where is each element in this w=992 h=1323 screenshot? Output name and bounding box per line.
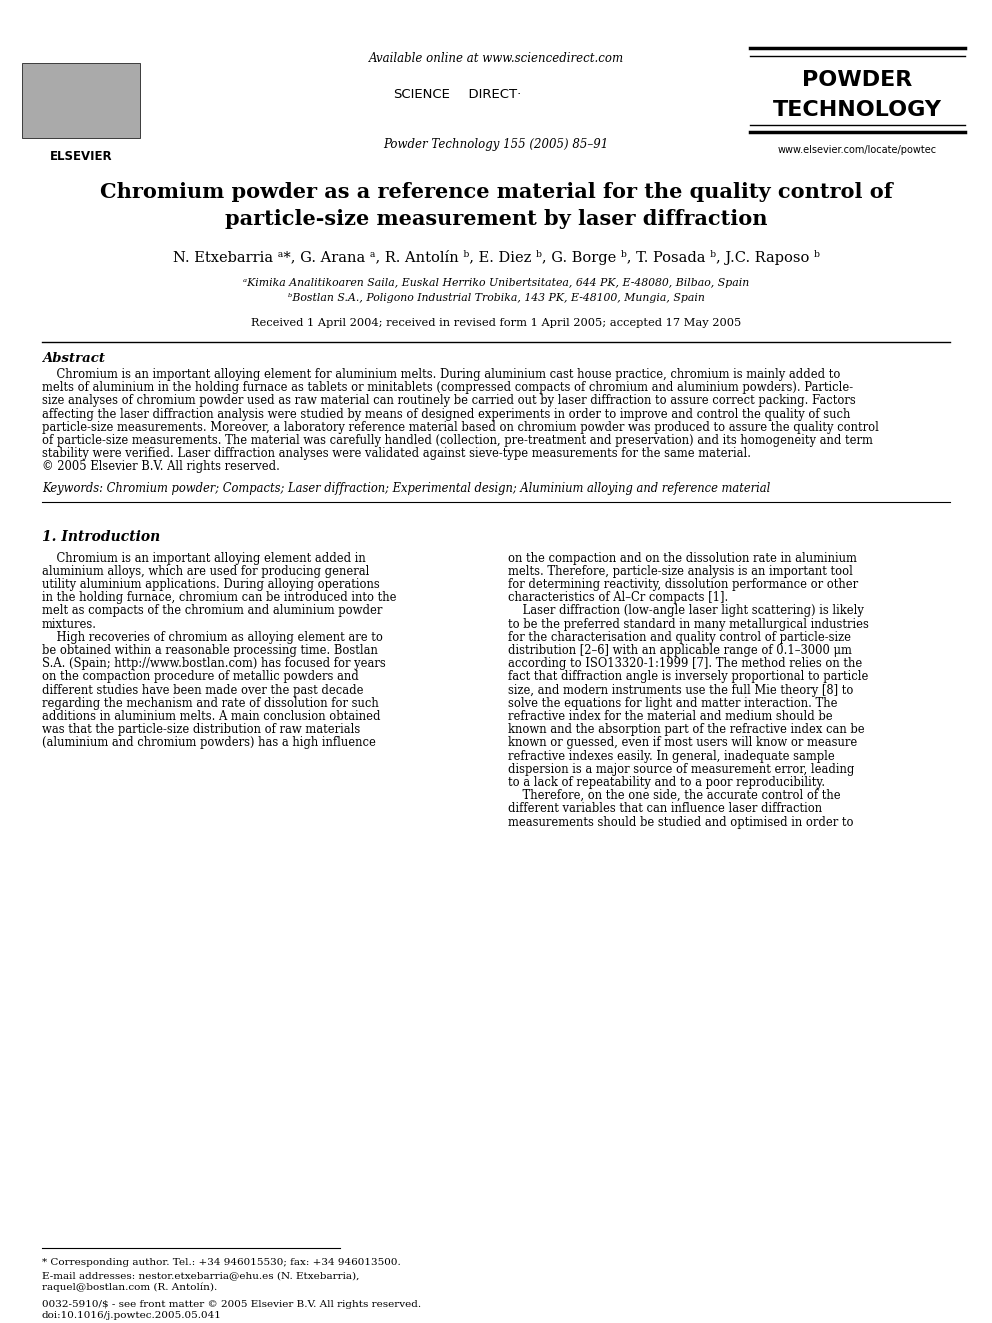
Text: known and the absorption part of the refractive index can be: known and the absorption part of the ref… [508, 724, 865, 736]
Text: Keywords: Chromium powder; Compacts; Laser diffraction; Experimental design; Alu: Keywords: Chromium powder; Compacts; Las… [42, 482, 770, 495]
Text: of particle-size measurements. The material was carefully handled (collection, p: of particle-size measurements. The mater… [42, 434, 873, 447]
Text: for the characterisation and quality control of particle-size: for the characterisation and quality con… [508, 631, 851, 644]
Text: High recoveries of chromium as alloying element are to: High recoveries of chromium as alloying … [42, 631, 383, 644]
Text: in the holding furnace, chromium can be introduced into the: in the holding furnace, chromium can be … [42, 591, 397, 605]
Text: ᵃKimika Analitikoaren Saila, Euskal Herriko Unibertsitatea, 644 PK, E-48080, Bil: ᵃKimika Analitikoaren Saila, Euskal Herr… [243, 278, 749, 288]
Text: N. Etxebarria ᵃ*, G. Arana ᵃ, R. Antolín ᵇ, E. Diez ᵇ, G. Borge ᵇ, T. Posada ᵇ, : N. Etxebarria ᵃ*, G. Arana ᵃ, R. Antolín… [173, 250, 819, 265]
Text: stability were verified. Laser diffraction analyses were validated against sieve: stability were verified. Laser diffracti… [42, 447, 751, 460]
Text: SCIENCE: SCIENCE [393, 89, 450, 101]
Text: www.elsevier.com/locate/powtec: www.elsevier.com/locate/powtec [778, 146, 936, 155]
Text: according to ISO13320-1:1999 [7]. The method relies on the: according to ISO13320-1:1999 [7]. The me… [508, 658, 862, 671]
Text: different studies have been made over the past decade: different studies have been made over th… [42, 684, 363, 697]
Text: additions in aluminium melts. A main conclusion obtained: additions in aluminium melts. A main con… [42, 710, 381, 722]
Text: © 2005 Elsevier B.V. All rights reserved.: © 2005 Elsevier B.V. All rights reserved… [42, 460, 280, 474]
Text: melts. Therefore, particle-size analysis is an important tool: melts. Therefore, particle-size analysis… [508, 565, 853, 578]
FancyBboxPatch shape [22, 64, 140, 138]
Text: dispersion is a major source of measurement error, leading: dispersion is a major source of measurem… [508, 763, 854, 775]
Text: known or guessed, even if most users will know or measure: known or guessed, even if most users wil… [508, 737, 857, 749]
Text: measurements should be studied and optimised in order to: measurements should be studied and optim… [508, 815, 853, 828]
Text: refractive index for the material and medium should be: refractive index for the material and me… [508, 710, 832, 722]
Text: E-mail addresses: nestor.etxebarria@ehu.es (N. Etxebarria),: E-mail addresses: nestor.etxebarria@ehu.… [42, 1271, 359, 1279]
Text: doi:10.1016/j.powtec.2005.05.041: doi:10.1016/j.powtec.2005.05.041 [42, 1311, 222, 1320]
Text: to be the preferred standard in many metallurgical industries: to be the preferred standard in many met… [508, 618, 869, 631]
Text: S.A. (Spain; http://www.bostlan.com) has focused for years: S.A. (Spain; http://www.bostlan.com) has… [42, 658, 386, 671]
Text: (aluminium and chromium powders) has a high influence: (aluminium and chromium powders) has a h… [42, 737, 376, 749]
Text: POWDER: POWDER [802, 70, 912, 90]
Text: Chromium powder as a reference material for the quality control of
particle-size: Chromium powder as a reference material … [99, 183, 893, 229]
Text: particle-size measurements. Moreover, a laboratory reference material based on c: particle-size measurements. Moreover, a … [42, 421, 879, 434]
Text: ᵇBostlan S.A., Poligono Industrial Trobika, 143 PK, E-48100, Mungia, Spain: ᵇBostlan S.A., Poligono Industrial Trobi… [288, 292, 704, 303]
Text: Therefore, on the one side, the accurate control of the: Therefore, on the one side, the accurate… [508, 790, 840, 802]
Text: ELSEVIER: ELSEVIER [50, 149, 112, 163]
Text: distribution [2–6] with an applicable range of 0.1–3000 μm: distribution [2–6] with an applicable ra… [508, 644, 852, 658]
Text: on the compaction and on the dissolution rate in aluminium: on the compaction and on the dissolution… [508, 552, 857, 565]
Text: utility aluminium applications. During alloying operations: utility aluminium applications. During a… [42, 578, 380, 591]
Text: size analyses of chromium powder used as raw material can routinely be carried o: size analyses of chromium powder used as… [42, 394, 856, 407]
Text: 0032-5910/$ - see front matter © 2005 Elsevier B.V. All rights reserved.: 0032-5910/$ - see front matter © 2005 El… [42, 1301, 422, 1308]
Text: for determining reactivity, dissolution performance or other: for determining reactivity, dissolution … [508, 578, 858, 591]
Text: on the compaction procedure of metallic powders and: on the compaction procedure of metallic … [42, 671, 359, 684]
Text: solve the equations for light and matter interaction. The: solve the equations for light and matter… [508, 697, 837, 710]
Text: Chromium is an important alloying element added in: Chromium is an important alloying elemen… [42, 552, 366, 565]
Text: mixtures.: mixtures. [42, 618, 97, 631]
Text: characteristics of Al–Cr compacts [1].: characteristics of Al–Cr compacts [1]. [508, 591, 728, 605]
Text: Received 1 April 2004; received in revised form 1 April 2005; accepted 17 May 20: Received 1 April 2004; received in revis… [251, 318, 741, 328]
Text: * Corresponding author. Tel.: +34 946015530; fax: +34 946013500.: * Corresponding author. Tel.: +34 946015… [42, 1258, 401, 1267]
Text: Laser diffraction (low-angle laser light scattering) is likely: Laser diffraction (low-angle laser light… [508, 605, 864, 618]
Text: Chromium is an important alloying element for aluminium melts. During aluminium : Chromium is an important alloying elemen… [42, 368, 840, 381]
Text: to a lack of repeatability and to a poor reproducibility.: to a lack of repeatability and to a poor… [508, 777, 825, 789]
Text: Powder Technology 155 (2005) 85–91: Powder Technology 155 (2005) 85–91 [383, 138, 609, 151]
Text: melt as compacts of the chromium and aluminium powder: melt as compacts of the chromium and alu… [42, 605, 382, 618]
Text: raquel@bostlan.com (R. Antolín).: raquel@bostlan.com (R. Antolín). [42, 1283, 217, 1293]
Text: refractive indexes easily. In general, inadequate sample: refractive indexes easily. In general, i… [508, 750, 834, 762]
Text: 1. Introduction: 1. Introduction [42, 529, 161, 544]
Text: different variables that can influence laser diffraction: different variables that can influence l… [508, 803, 822, 815]
Text: Available online at www.sciencedirect.com: Available online at www.sciencedirect.co… [368, 52, 624, 65]
Text: be obtained within a reasonable processing time. Bostlan: be obtained within a reasonable processi… [42, 644, 378, 658]
Text: melts of aluminium in the holding furnace as tablets or minitablets (compressed : melts of aluminium in the holding furnac… [42, 381, 853, 394]
Text: affecting the laser diffraction analysis were studied by means of designed exper: affecting the laser diffraction analysis… [42, 407, 850, 421]
Text: regarding the mechanism and rate of dissolution for such: regarding the mechanism and rate of diss… [42, 697, 379, 710]
Text: aluminium alloys, which are used for producing general: aluminium alloys, which are used for pro… [42, 565, 369, 578]
Text: TECHNOLOGY: TECHNOLOGY [773, 101, 941, 120]
Text: was that the particle-size distribution of raw materials: was that the particle-size distribution … [42, 724, 360, 736]
Text: Abstract: Abstract [42, 352, 105, 365]
Text: size, and modern instruments use the full Mie theory [8] to: size, and modern instruments use the ful… [508, 684, 853, 697]
Text: fact that diffraction angle is inversely proportional to particle: fact that diffraction angle is inversely… [508, 671, 868, 684]
Text: DIRECT·: DIRECT· [460, 89, 521, 101]
